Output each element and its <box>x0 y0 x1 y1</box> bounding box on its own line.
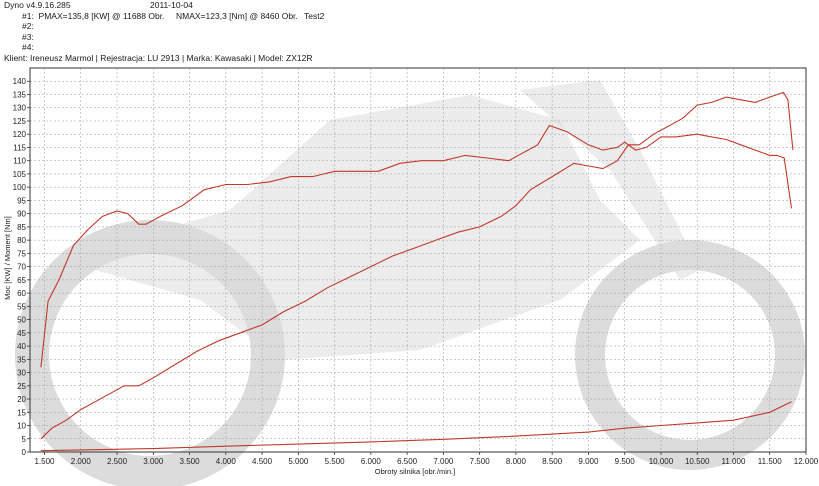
test-date: 2011-10-04 <box>150 0 193 10</box>
x-tick-label: 5.000 <box>288 457 309 466</box>
y-tick-label: 45 <box>17 329 26 338</box>
run-1-nmax: NMAX=123,3 [Nm] @ 8460 Obr. <box>176 11 298 21</box>
y-tick-label: 40 <box>17 342 26 351</box>
run-2-label: #2: <box>22 21 34 31</box>
y-tick-label: 135 <box>13 90 27 99</box>
app-name: Dyno v4.9.16.285 <box>4 0 71 10</box>
x-tick-label: 10.500 <box>685 457 710 466</box>
x-tick-label: 5.500 <box>325 457 346 466</box>
y-tick-label: 35 <box>17 355 26 364</box>
y-tick-label: 5 <box>22 435 27 444</box>
x-tick-label: 3.500 <box>180 457 201 466</box>
watermark-front-wheel <box>575 240 805 470</box>
run-1-test-name: Test2 <box>304 11 325 21</box>
y-tick-label: 25 <box>17 382 26 391</box>
x-tick-label: 1.500 <box>34 457 55 466</box>
app-version: Dyno v4.9.16.285 <box>4 0 71 10</box>
x-tick-label: 2.000 <box>71 457 92 466</box>
y-tick-label: 65 <box>17 276 26 285</box>
client-info: Klient: Ireneusz Marmol | Rejestracja: L… <box>4 53 313 63</box>
plot-frame <box>29 67 807 453</box>
series-line-3 <box>40 401 792 452</box>
y-tick-label: 20 <box>17 395 26 404</box>
chart-series <box>40 91 794 452</box>
y-tick-label: 30 <box>17 369 26 378</box>
y-tick-label: 70 <box>17 263 26 272</box>
x-tick-label: 10.000 <box>649 457 674 466</box>
y-tick-label: 105 <box>13 170 27 179</box>
y-tick-label: 110 <box>13 157 26 166</box>
x-tick-label: 11.000 <box>722 457 746 466</box>
watermark-fork <box>520 80 700 280</box>
y-tick-label: 125 <box>13 117 27 126</box>
watermark-body <box>60 95 640 360</box>
x-tick-label: 7.000 <box>433 457 454 466</box>
y-tick-label: 80 <box>17 236 26 245</box>
x-tick-label: 3.000 <box>143 457 164 466</box>
x-tick-label: 4.000 <box>216 457 237 466</box>
y-tick-label: 60 <box>17 289 26 298</box>
y-tick-label: 15 <box>17 408 26 417</box>
y-tick-label: 95 <box>17 196 26 205</box>
x-tick-label: 8.500 <box>542 457 563 466</box>
y-tick-label: 90 <box>17 210 26 219</box>
y-tick-label: 75 <box>17 249 26 258</box>
run-3-label: #3: <box>22 32 34 42</box>
y-tick-label: 85 <box>17 223 26 232</box>
motorcycle-watermark <box>15 80 805 486</box>
y-tick-label: 115 <box>13 143 26 152</box>
y-tick-label: 140 <box>13 77 27 86</box>
y-tick-label: 55 <box>17 302 26 311</box>
chart-axes: 1.500 2.000 2.500 3.000 3.500 4.000 4.500 5.000… <box>13 67 819 466</box>
x-tick-label: 6.500 <box>397 457 418 466</box>
y-axis-label: Moc [KW] / Moment [Nm] <box>3 216 12 300</box>
y-tick-label: 0 <box>22 448 27 457</box>
series-line-1 <box>40 124 793 368</box>
x-tick-label: 8.000 <box>506 457 527 466</box>
y-tick-label: 130 <box>13 104 27 113</box>
x-axis-label: Obroty silnika [obr./min.] <box>375 467 455 476</box>
y-tick-label: 100 <box>13 183 27 192</box>
run-1-pmax: #1: PMAX=135,8 [KW] @ 11688 Obr. <box>22 11 165 21</box>
x-tick-label: 12.000 <box>794 457 819 466</box>
x-tick-label: 4.500 <box>252 457 273 466</box>
x-tick-label: 9.000 <box>578 457 599 466</box>
x-tick-label: 2.500 <box>107 457 128 466</box>
y-tick-label: 10 <box>17 422 26 431</box>
chart-grid <box>30 68 807 453</box>
x-tick-label: 6.000 <box>361 457 382 466</box>
x-tick-label: 9.500 <box>615 457 636 466</box>
x-tick-label: 7.500 <box>470 457 491 466</box>
x-tick-label: 11.500 <box>758 457 782 466</box>
run-4-label: #4: <box>22 42 34 52</box>
y-tick-label: 120 <box>13 130 27 139</box>
y-tick-label: 50 <box>17 316 26 325</box>
series-line-2 <box>40 91 794 440</box>
